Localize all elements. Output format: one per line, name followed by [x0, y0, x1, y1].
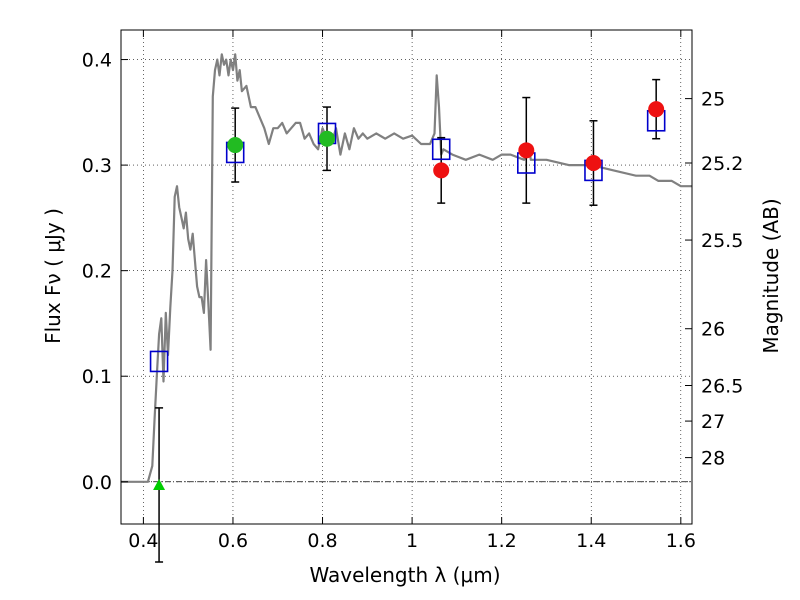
observed-point [648, 101, 665, 118]
mag-tick-label: 26 [701, 319, 725, 341]
sed-model-line [121, 53, 692, 483]
plot-frame [120, 29, 693, 525]
x-axis-label: Wavelength λ (μm) [309, 563, 500, 587]
x-tick-label: 0.8 [307, 530, 337, 552]
y-axis-right-label: Magnitude (AB) [759, 198, 783, 353]
x-tick-label: 1.4 [576, 530, 606, 552]
y-axis-label: Flux Fν ( μJy ) [41, 208, 65, 344]
mag-tick-label: 28 [701, 448, 725, 470]
mag-tick-label: 26.5 [701, 376, 743, 398]
observed-point [227, 137, 244, 154]
model-point [149, 350, 169, 373]
x-tick-label: 0.4 [128, 530, 158, 552]
y-tick-label: 0.2 [82, 261, 112, 283]
mag-tick-label: 27 [701, 411, 725, 433]
mag-tick-label: 25.5 [701, 230, 743, 252]
x-tick-label: 0.6 [218, 530, 248, 552]
observed-point-upper-limit [153, 478, 166, 490]
model-point [431, 138, 451, 161]
axis-ticks: 0.4 0.6 0.8 1 1.2 1.4 1.6 0.0 0.1 0.2 0.3 0.4 25 25.2… [82, 30, 743, 552]
x-tick-label: 1.2 [487, 530, 517, 552]
mag-tick-label: 25 [701, 89, 725, 111]
y-tick-label: 0.0 [82, 472, 112, 494]
y-tick-label: 0.4 [82, 50, 112, 72]
y-tick-label: 0.1 [82, 366, 112, 388]
x-tick-label: 1.6 [666, 530, 696, 552]
observed-point [585, 155, 602, 171]
observed-point [319, 130, 336, 147]
x-tick-label: 1 [406, 530, 418, 552]
observed-photometry [153, 101, 665, 490]
observed-point [433, 162, 450, 179]
y-tick-label: 0.3 [82, 155, 112, 177]
mag-tick-label: 25.2 [701, 153, 743, 175]
observed-point [518, 142, 535, 159]
